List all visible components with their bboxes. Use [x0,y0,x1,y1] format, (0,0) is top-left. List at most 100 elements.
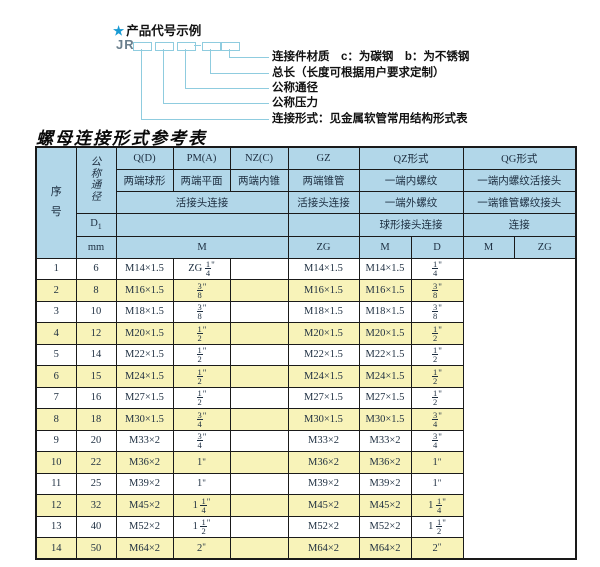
dn-cell: 6 [75,257,117,280]
header-qg-sub1: 一端内螺纹活接头 [462,168,577,192]
diagram-label-material: 连接件材质 c：为碳钢 b：为不锈钢 [272,51,470,63]
header-qg-zg: ZG [513,235,577,259]
table-row: 13 40 M52×2 1 1 2 " M52×2 M52×2 1 1 2 " [35,515,576,538]
qg-m-cell: M39×2 [358,472,412,495]
code-box-1 [133,42,152,51]
table-row: 3 10 M18×1.5 3 8 " M18×1.5 M18×1.5 3 8 " [35,300,576,323]
header-pm-a-sub: 两端平面 [172,168,231,192]
qz-m-cell [229,515,289,538]
connector-line-2 [210,49,269,74]
header-q-d: Q(D) [115,146,174,170]
code-dash [194,45,201,46]
dn-cell: 12 [75,322,117,345]
qg-m-cell: M18×1.5 [358,300,412,323]
seq-cell: 14 [35,537,77,560]
seq-cell: 3 [35,300,77,323]
header-qg-sub2: 一端锥管螺纹接头 [462,190,577,214]
qz-m-cell [229,408,289,431]
qz-m-cell [229,386,289,409]
dn-cell: 15 [75,365,117,388]
m-cell: M64×2 [115,537,174,560]
dn-cell: 40 [75,515,117,538]
dn-cell: 22 [75,451,117,474]
m-cell: M14×1.5 [115,257,174,280]
dn-cell: 18 [75,408,117,431]
m-cell: M45×2 [115,494,174,517]
header-qz-sub2: 一端外螺纹 [358,190,464,214]
qz-d-cell: M16×1.5 [287,279,360,302]
qg-m-cell: M36×2 [358,451,412,474]
qz-d-cell: M14×1.5 [287,257,360,280]
qz-d-cell: M22×1.5 [287,343,360,366]
qz-d-cell: M18×1.5 [287,300,360,323]
header-connection: 连接 [462,212,577,237]
m-cell: M24×1.5 [115,365,174,388]
gz-cell: ZG 1 4 " [172,257,231,280]
qg-zg-cell: 3 8 " [410,300,464,323]
qz-d-cell: M52×2 [287,515,360,538]
gz-cell: 3 8 " [172,279,231,302]
header-qg-m: M [462,235,515,259]
table-title: 螺母连接形式参考表 [36,129,207,148]
code-box-4 [202,42,221,51]
qz-m-cell [229,279,289,302]
gz-cell: 1 2 " [172,322,231,345]
m-cell: M27×1.5 [115,386,174,409]
qg-m-cell: M24×1.5 [358,365,412,388]
qg-zg-cell: 1 4 " [410,257,464,280]
qg-zg-cell: 1 2 " [410,365,464,388]
table-row: 11 25 M39×2 1" M39×2 M39×2 1" [35,472,576,495]
qz-m-cell [229,537,289,560]
header-zg: ZG [287,235,360,259]
nut-connection-reference-table: 序号 公称通径 Q(D) PM(A) NZ(C) GZ QZ形式 QG形式 两端… [35,146,578,560]
qg-zg-cell: 1 1 4 " [410,494,464,517]
m-cell: M18×1.5 [115,300,174,323]
dn-cell: 10 [75,300,117,323]
header-d1: D1 [75,212,117,237]
m-cell: M36×2 [115,451,174,474]
qg-zg-cell: 1 1 2 " [410,515,464,538]
qg-m-cell: M14×1.5 [358,257,412,280]
gz-cell: 1" [172,451,231,474]
qz-m-cell [229,429,289,452]
dn-cell: 14 [75,343,117,366]
qg-m-cell: M52×2 [358,515,412,538]
product-code-heading: ★ 产品代号示例 [113,20,201,39]
table-row: 1 6 M14×1.5 ZG 1 4 " M14×1.5 M14×1.5 1 4 " [35,257,576,280]
qg-zg-cell: 1" [410,451,464,474]
qz-d-cell: M64×2 [287,537,360,560]
dn-cell: 50 [75,537,117,560]
qz-m-cell [229,494,289,517]
header-d1-letter: D [90,217,98,229]
table-row: 4 12 M20×1.5 1 2 " M20×1.5 M20×1.5 1 2 " [35,322,576,345]
header-qz-form: QZ形式 [358,146,464,170]
qg-zg-cell: 3 4 " [410,408,464,431]
table-row: 12 32 M45×2 1 1 4 " M45×2 M45×2 1 1 4 " [35,494,576,517]
qz-m-cell [229,322,289,345]
gz-cell: 3 8 " [172,300,231,323]
dn-cell: 8 [75,279,117,302]
connector-line-5 [141,49,269,120]
qg-zg-cell: 2" [410,537,464,560]
header-m: M [115,235,289,259]
diagram-label-length: 总长（长度可根据用户要求定制） [272,67,445,79]
table-row: 14 50 M64×2 2" M64×2 M64×2 2" [35,537,576,560]
connector-line-1 [229,49,269,58]
qz-m-cell [229,257,289,280]
connector-line-4 [163,49,269,104]
header-gz-sub: 两端锥管 [287,168,360,192]
qg-m-cell: M16×1.5 [358,279,412,302]
seq-cell: 8 [35,408,77,431]
seq-cell: 1 [35,257,77,280]
code-box-2 [155,42,174,51]
qz-d-cell: M20×1.5 [287,322,360,345]
seq-cell: 13 [35,515,77,538]
seq-cell: 11 [35,472,77,495]
table-row: 8 18 M30×1.5 3 4 " M30×1.5 M30×1.5 3 4 " [35,408,576,431]
m-cell: M52×2 [115,515,174,538]
qg-zg-cell: 1 2 " [410,386,464,409]
header-qz-d: D [410,235,464,259]
gz-cell: 3 4 " [172,429,231,452]
header-d1-subscript: 1 [97,222,102,232]
header-gz: GZ [287,146,360,170]
